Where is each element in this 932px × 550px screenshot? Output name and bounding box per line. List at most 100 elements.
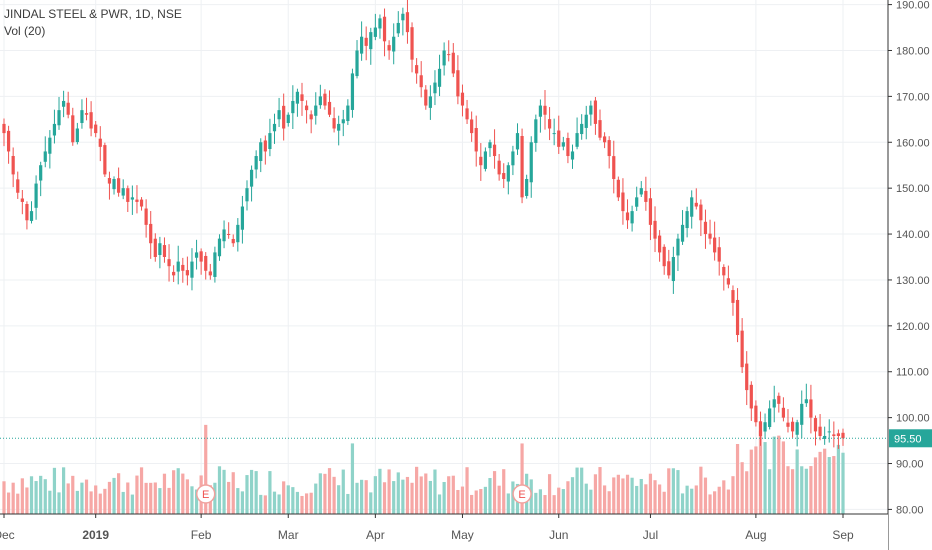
volume-bar: [662, 491, 666, 514]
volume-bar: [740, 462, 744, 514]
candle: [263, 135, 267, 165]
volume-bar: [126, 482, 130, 514]
candle: [126, 185, 130, 212]
volume-bar: [117, 473, 121, 514]
earnings-event-icon[interactable]: E: [195, 484, 216, 504]
volume-bar: [708, 494, 712, 514]
candle: [451, 43, 455, 78]
candle: [149, 211, 153, 259]
volume-bar: [268, 471, 272, 514]
volume-bar: [360, 479, 364, 514]
volume-bar: [667, 468, 671, 514]
volume-bar: [410, 482, 414, 514]
candle: [194, 239, 199, 270]
volume-bar: [538, 489, 543, 514]
volume-bar: [16, 493, 20, 514]
candle: [314, 92, 318, 125]
candles: [2, 0, 845, 449]
candle: [621, 178, 625, 225]
candle: [635, 186, 639, 211]
candle: [424, 85, 428, 110]
volume-bar: [355, 482, 359, 514]
volume-bar: [827, 457, 831, 514]
x-tick-label: Sep: [832, 528, 854, 542]
volume-bar: [722, 480, 726, 514]
candle: [318, 84, 322, 109]
volume-bar: [39, 475, 43, 514]
candle: [300, 82, 304, 116]
candle: [658, 230, 662, 262]
candle: [268, 118, 272, 157]
volume-bar: [222, 469, 226, 514]
candle: [199, 248, 203, 275]
candle: [327, 90, 332, 118]
earnings-event-icon[interactable]: E: [512, 484, 532, 504]
candle: [130, 185, 134, 215]
candle: [790, 417, 795, 438]
volume-bar: [135, 475, 139, 514]
time-axis[interactable]: [0, 514, 888, 550]
candle: [726, 265, 730, 289]
volume-bar: [731, 476, 735, 514]
volume-bar: [607, 491, 611, 514]
volume-bar: [479, 489, 483, 514]
y-tick-label: 140.00: [896, 229, 930, 241]
volume-bar: [639, 478, 643, 514]
volume-bar: [84, 479, 89, 514]
volume-bar: [685, 485, 689, 514]
candle: [162, 237, 167, 263]
candle: [401, 7, 405, 36]
volume-bar: [2, 481, 6, 514]
candle: [236, 218, 240, 252]
volume-bar: [460, 486, 465, 514]
candle: [832, 421, 836, 448]
candle: [217, 234, 222, 261]
x-tick-label: Mar: [278, 528, 299, 542]
candle: [291, 85, 295, 129]
y-tick-label: 120.00: [896, 321, 930, 333]
volume-bar: [295, 491, 300, 514]
candle: [795, 419, 799, 447]
volume-indicator-label: Vol (20): [4, 24, 46, 38]
candle: [823, 426, 827, 445]
volume-bar: [543, 495, 547, 514]
volume-bar: [694, 485, 698, 514]
volume-bar: [204, 424, 208, 514]
volume-bar: [465, 467, 469, 514]
candle: [245, 180, 249, 211]
volume-bar: [735, 443, 740, 514]
candle: [552, 118, 556, 146]
candle: [66, 91, 70, 119]
volume-bar: [598, 467, 602, 514]
candle: [708, 219, 712, 245]
candle: [639, 181, 643, 197]
chart-legend: JINDAL STEEL & PWR, 1D, NSE Vol (20): [4, 6, 182, 40]
volume-bar: [557, 487, 561, 514]
volume-bar: [291, 487, 295, 514]
candle: [648, 188, 653, 241]
candle: [492, 129, 497, 169]
candle: [474, 115, 478, 167]
candle: [249, 165, 254, 202]
volume-bar: [158, 488, 162, 514]
candle: [341, 109, 345, 137]
volume-bar: [630, 477, 634, 514]
candle: [713, 221, 717, 261]
candle: [158, 236, 162, 269]
volume-bar: [369, 492, 373, 514]
y-tick-label: 90.00: [896, 459, 924, 471]
candle: [94, 120, 98, 138]
price-axis[interactable]: [888, 0, 932, 550]
candle: [392, 23, 396, 65]
volume-bar: [566, 481, 570, 514]
candle: [813, 415, 818, 446]
volume-bar: [671, 468, 675, 514]
x-tick-label: Dec: [0, 528, 15, 542]
volume-bar: [75, 490, 79, 514]
volume-bar: [653, 480, 657, 514]
candle: [396, 11, 400, 37]
candle: [139, 197, 144, 211]
candle: [580, 114, 584, 140]
candle: [763, 413, 767, 439]
